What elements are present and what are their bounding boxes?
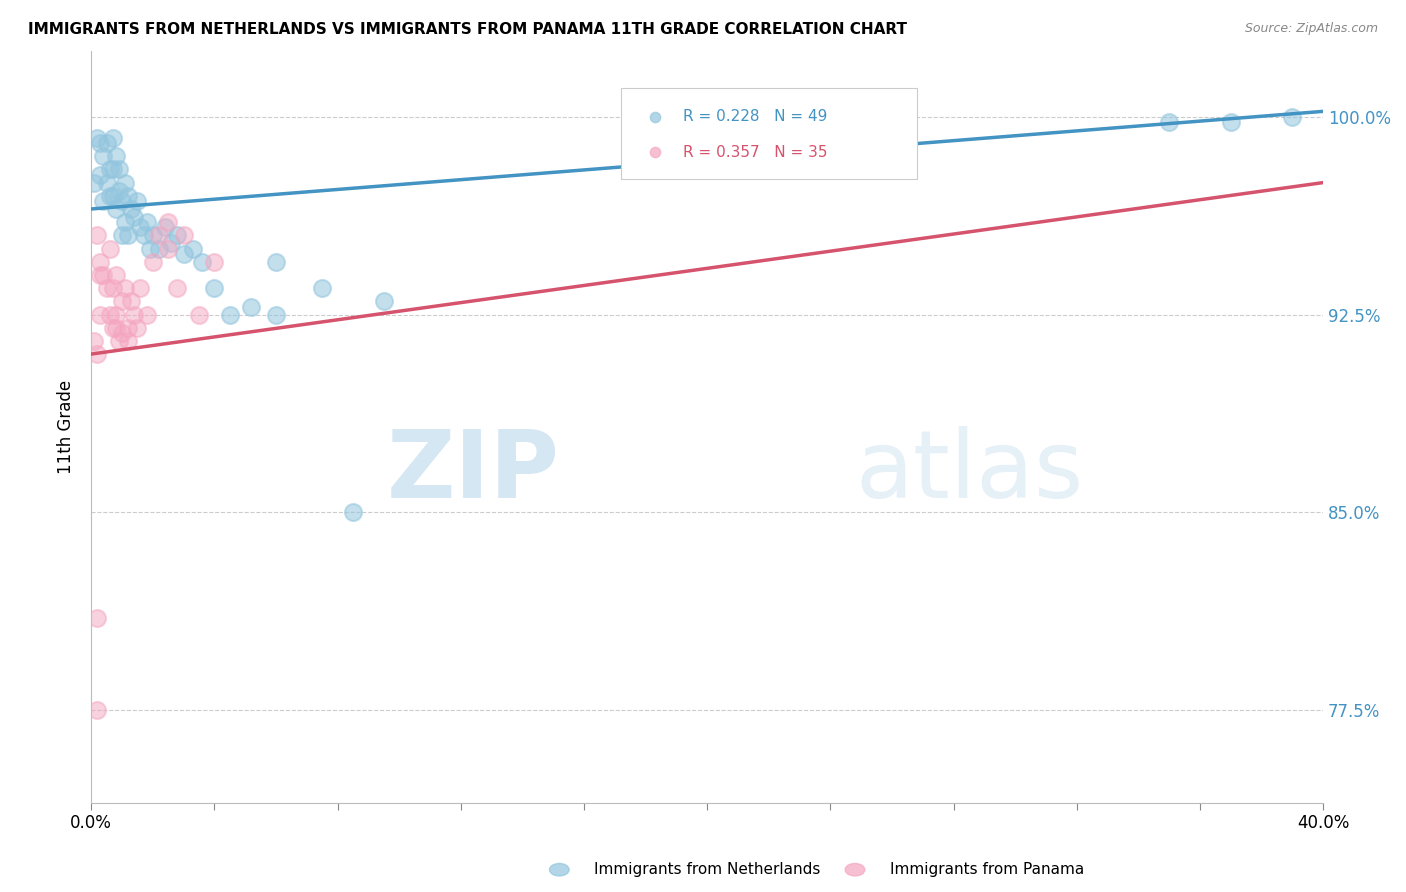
Point xyxy=(153,220,176,235)
Point xyxy=(160,236,183,251)
Point xyxy=(132,228,155,243)
Text: Source: ZipAtlas.com: Source: ZipAtlas.com xyxy=(1244,22,1378,36)
Point xyxy=(129,220,152,235)
Point xyxy=(93,149,115,163)
Point xyxy=(114,176,136,190)
Point xyxy=(120,202,142,216)
Point xyxy=(135,215,157,229)
Point xyxy=(117,228,139,243)
Point xyxy=(86,228,108,243)
Point xyxy=(86,130,108,145)
Point xyxy=(117,188,139,202)
Point xyxy=(188,308,211,322)
Point xyxy=(135,308,157,322)
Point xyxy=(142,228,165,243)
Point xyxy=(157,215,180,229)
Point xyxy=(101,320,124,334)
Text: Immigrants from Netherlands: Immigrants from Netherlands xyxy=(595,863,821,877)
Point xyxy=(89,268,111,282)
Point xyxy=(127,194,149,208)
Point xyxy=(83,176,105,190)
Point xyxy=(111,294,134,309)
Point xyxy=(86,703,108,717)
Point xyxy=(96,176,118,190)
Point xyxy=(104,320,127,334)
Point xyxy=(240,300,263,314)
Point xyxy=(191,254,214,268)
Point xyxy=(373,294,395,309)
Point xyxy=(114,281,136,295)
Point xyxy=(89,254,111,268)
Point xyxy=(1281,110,1303,124)
Point xyxy=(148,242,170,256)
Point xyxy=(98,242,121,256)
Point xyxy=(264,308,287,322)
Point xyxy=(111,194,134,208)
Point xyxy=(166,281,188,295)
Text: ZIP: ZIP xyxy=(387,425,560,517)
Point xyxy=(86,611,108,625)
Point xyxy=(108,184,131,198)
Y-axis label: 11th Grade: 11th Grade xyxy=(58,380,75,474)
Point xyxy=(127,320,149,334)
Point xyxy=(1159,115,1181,129)
Point xyxy=(101,281,124,295)
Point xyxy=(101,188,124,202)
Text: R = 0.228   N = 49: R = 0.228 N = 49 xyxy=(682,110,827,124)
Point xyxy=(202,254,225,268)
Point xyxy=(96,281,118,295)
Text: atlas: atlas xyxy=(855,425,1083,517)
Point xyxy=(122,308,145,322)
Point xyxy=(93,268,115,282)
Point xyxy=(98,308,121,322)
Point xyxy=(104,268,127,282)
Point xyxy=(111,326,134,340)
Point xyxy=(83,334,105,348)
Point xyxy=(311,281,333,295)
Point xyxy=(142,254,165,268)
Point xyxy=(342,505,364,519)
Point xyxy=(111,228,134,243)
Text: R = 0.357   N = 35: R = 0.357 N = 35 xyxy=(682,145,827,160)
Point xyxy=(122,210,145,224)
Point xyxy=(104,149,127,163)
Text: IMMIGRANTS FROM NETHERLANDS VS IMMIGRANTS FROM PANAMA 11TH GRADE CORRELATION CHA: IMMIGRANTS FROM NETHERLANDS VS IMMIGRANT… xyxy=(28,22,907,37)
Point xyxy=(157,242,180,256)
Point xyxy=(104,202,127,216)
Point xyxy=(101,162,124,177)
Point xyxy=(96,136,118,150)
Point xyxy=(173,247,195,261)
Point xyxy=(1219,115,1241,129)
Point xyxy=(89,308,111,322)
Point xyxy=(120,294,142,309)
Point xyxy=(89,168,111,182)
Point xyxy=(101,130,124,145)
Point xyxy=(104,308,127,322)
Text: Immigrants from Panama: Immigrants from Panama xyxy=(890,863,1084,877)
Point xyxy=(202,281,225,295)
Point xyxy=(218,308,240,322)
Point xyxy=(108,334,131,348)
Point xyxy=(98,188,121,202)
Point xyxy=(138,242,160,256)
Point xyxy=(148,228,170,243)
Point xyxy=(166,228,188,243)
Point xyxy=(114,215,136,229)
Point xyxy=(86,347,108,361)
Point xyxy=(181,242,204,256)
Point xyxy=(129,281,152,295)
Point xyxy=(108,162,131,177)
Point xyxy=(117,320,139,334)
Point xyxy=(93,194,115,208)
Point xyxy=(98,162,121,177)
FancyBboxPatch shape xyxy=(621,88,917,178)
Point xyxy=(264,254,287,268)
Point xyxy=(117,334,139,348)
Point xyxy=(89,136,111,150)
Point xyxy=(173,228,195,243)
